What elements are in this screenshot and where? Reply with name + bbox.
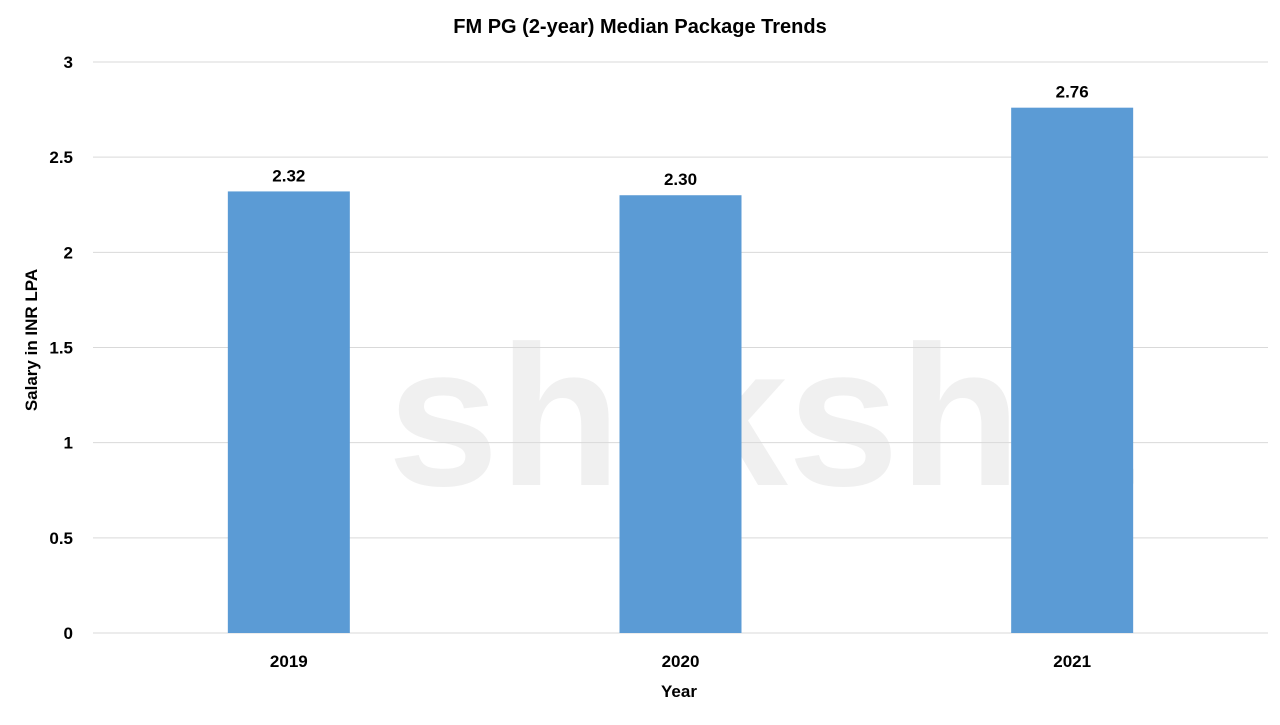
data-label: 2.76 [1056,83,1089,102]
y-axis-label: Salary in INR LPA [22,269,41,411]
chart-title: FM PG (2-year) Median Package Trends [453,16,826,38]
x-axis-label: Year [661,682,697,701]
data-label: 2.32 [272,166,305,185]
y-tick-label: 1 [64,434,73,453]
y-tick-label: 1.5 [49,339,73,358]
bar-2019 [227,191,350,633]
y-tick-label: 0 [64,624,73,643]
x-tick-label: 2021 [1053,652,1091,671]
bar-2021 [1011,107,1134,634]
y-axis-ticks: 0 0.5 1 1.5 2 2.5 3 [49,53,73,643]
bar-2020 [619,195,742,633]
y-tick-label: 2 [64,243,73,262]
watermark: shiksha [388,305,1135,528]
y-tick-label: 2.5 [49,148,73,167]
x-axis-ticks: 2019 2020 2021 [270,652,1091,671]
x-tick-label: 2019 [270,652,308,671]
y-tick-label: 0.5 [49,529,73,548]
bars: 2.32 2.30 2.76 [227,83,1134,634]
data-label: 2.30 [664,170,697,189]
y-tick-label: 3 [64,53,73,72]
x-tick-label: 2020 [662,652,700,671]
